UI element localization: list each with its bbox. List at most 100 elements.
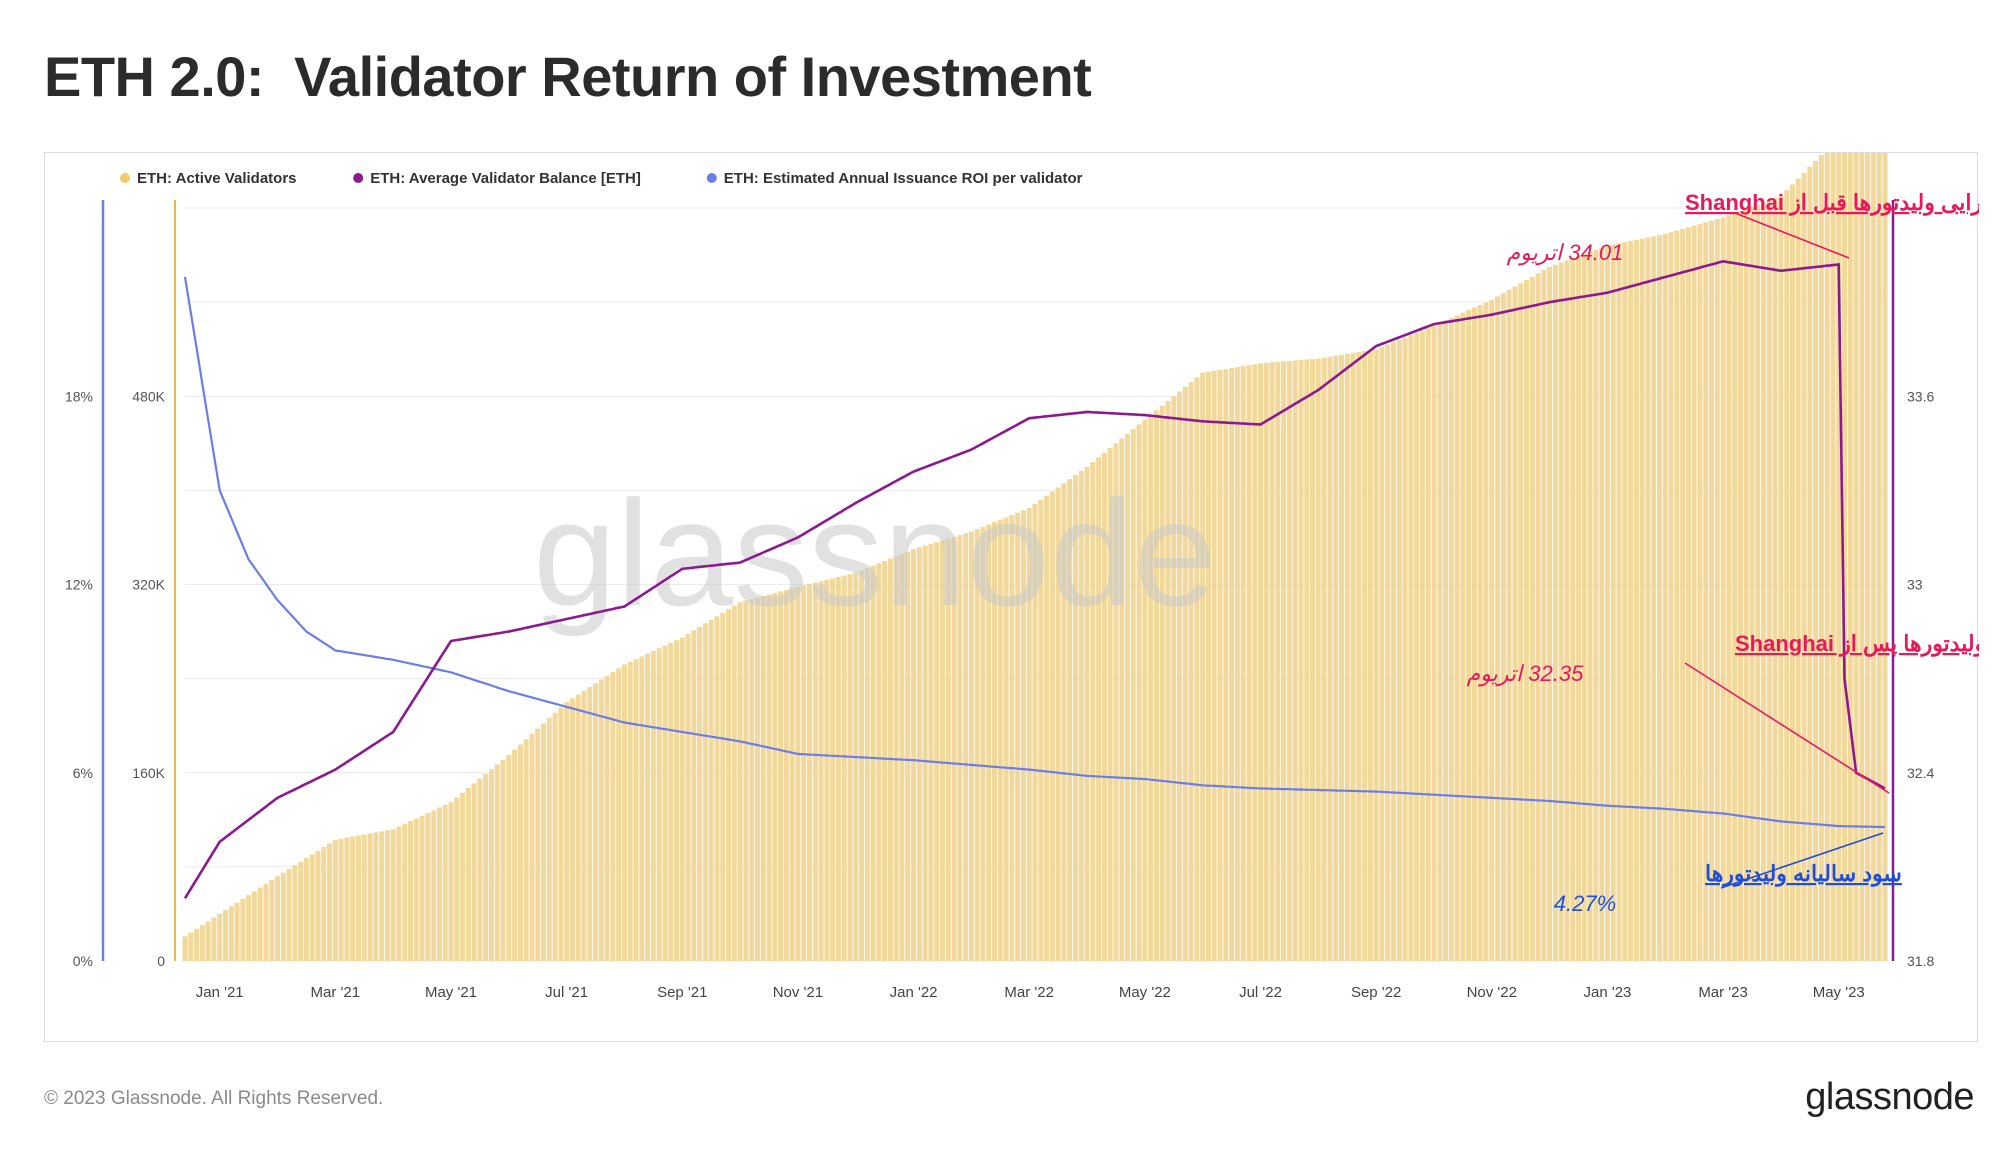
validator-bar <box>477 778 483 961</box>
validator-bar <box>1784 190 1790 961</box>
validator-bar <box>1818 155 1824 961</box>
validator-bar <box>749 599 755 961</box>
validator-bar <box>1518 283 1524 961</box>
validator-bar <box>1651 236 1657 962</box>
legend: ETH: Active Validators ETH: Average Valid… <box>120 170 1083 187</box>
validator-bar <box>211 917 217 961</box>
validator-bar <box>564 702 570 961</box>
validator-bar <box>1755 204 1761 961</box>
validator-bar <box>818 581 824 961</box>
validator-bar <box>598 679 604 961</box>
x-tick-label: Mar '22 <box>1004 984 1054 1001</box>
validator-bar <box>743 600 749 961</box>
validator-bar <box>396 826 402 961</box>
validator-bar <box>1396 339 1402 961</box>
series-lines <box>183 259 1886 899</box>
validator-bar <box>367 833 373 961</box>
validator-bar <box>1749 206 1755 962</box>
validator-bar <box>633 659 639 961</box>
validator-bar <box>1096 457 1102 961</box>
x-tick-label: Nov '21 <box>773 984 823 1001</box>
validator-bar <box>1633 239 1639 961</box>
validator-bar <box>650 650 656 961</box>
annotation-pointer <box>1684 662 1890 794</box>
validator-bar <box>905 551 911 961</box>
x-tick-label: Mar '23 <box>1698 984 1748 1001</box>
roi-tick-label: 6% <box>73 765 93 781</box>
validator-bar <box>668 642 674 961</box>
validator-bar <box>1709 220 1715 961</box>
validator-bar <box>1876 143 1882 961</box>
annotation-2: میانگین دارایی ولیدتورها پس از Shanghai 3… <box>1467 630 2000 794</box>
validator-bar <box>222 910 228 961</box>
validator-bar <box>1188 382 1194 962</box>
validator-bar <box>1177 391 1183 961</box>
validator-bar <box>269 880 275 961</box>
validator-bar <box>246 895 252 961</box>
validator-bar <box>529 733 535 961</box>
validator-bar <box>1529 276 1535 961</box>
validator-bar <box>587 687 593 961</box>
chart-svg: glassnode 0% 6% 12% 18% 0 160K 320K 480K 31.8 32.… <box>65 137 2000 1001</box>
validator-bar <box>1084 466 1090 961</box>
validator-bar <box>1281 361 1287 961</box>
validator-bar <box>1842 139 1848 961</box>
validator-bar <box>968 531 974 961</box>
validator-bar <box>1662 233 1668 961</box>
validator-bar <box>1130 429 1136 962</box>
validator-bar <box>1714 219 1720 961</box>
validator-bar <box>1882 143 1888 961</box>
legend-label: ETH: Active Validators <box>137 170 297 187</box>
validator-bar <box>1367 350 1373 961</box>
validator-bar <box>899 553 905 961</box>
validator-bar <box>731 605 737 961</box>
validator-bar <box>1072 475 1078 961</box>
x-tick-label: May '22 <box>1119 984 1171 1001</box>
validator-bar <box>876 563 882 961</box>
validator-bar <box>685 633 691 961</box>
validator-bar <box>1379 346 1385 962</box>
validator-bar <box>1645 237 1651 961</box>
validator-bar <box>1778 196 1784 961</box>
validator-bar <box>1078 470 1084 961</box>
validator-bar <box>1524 280 1529 961</box>
validators-tick-label: 0 <box>157 953 165 969</box>
validator-bar <box>1500 293 1506 961</box>
validator-bar <box>1269 362 1275 961</box>
validator-bar <box>627 661 633 961</box>
validator-bar <box>1304 359 1310 961</box>
validator-bar <box>1211 370 1217 961</box>
validator-bar <box>616 668 622 961</box>
validator-bar <box>1685 227 1691 961</box>
validator-bar <box>795 586 801 961</box>
validator-bar <box>720 612 726 961</box>
validator-bar <box>737 602 743 961</box>
x-tick-label: May '23 <box>1813 984 1865 1001</box>
validator-bar <box>1541 270 1547 961</box>
validator-bar <box>425 812 431 961</box>
validator-bar <box>379 831 385 961</box>
validator-bar <box>1234 367 1240 961</box>
validator-bar <box>951 536 957 961</box>
validator-bar <box>1333 355 1339 961</box>
validator-bar <box>350 836 356 961</box>
validators-tick-label: 480K <box>132 388 165 404</box>
balance-tick-label: 33.6 <box>1907 388 1934 404</box>
validator-bar <box>604 675 610 961</box>
validator-bar <box>575 694 581 961</box>
validator-bar <box>1801 172 1807 961</box>
validator-bar <box>436 807 442 961</box>
validator-bar <box>679 637 685 961</box>
validator-bar <box>1639 238 1645 961</box>
validator-bar <box>1830 143 1836 961</box>
validator-bar <box>662 645 668 961</box>
validator-bar <box>835 576 841 961</box>
validator-bar <box>1373 349 1379 961</box>
roi-tick-label: 18% <box>65 388 93 404</box>
validator-bar <box>408 821 414 961</box>
validator-bar <box>1350 352 1356 961</box>
validator-bar <box>1437 323 1443 961</box>
balance-tick-label: 31.8 <box>1907 953 1934 969</box>
validator-bar <box>1419 330 1425 961</box>
